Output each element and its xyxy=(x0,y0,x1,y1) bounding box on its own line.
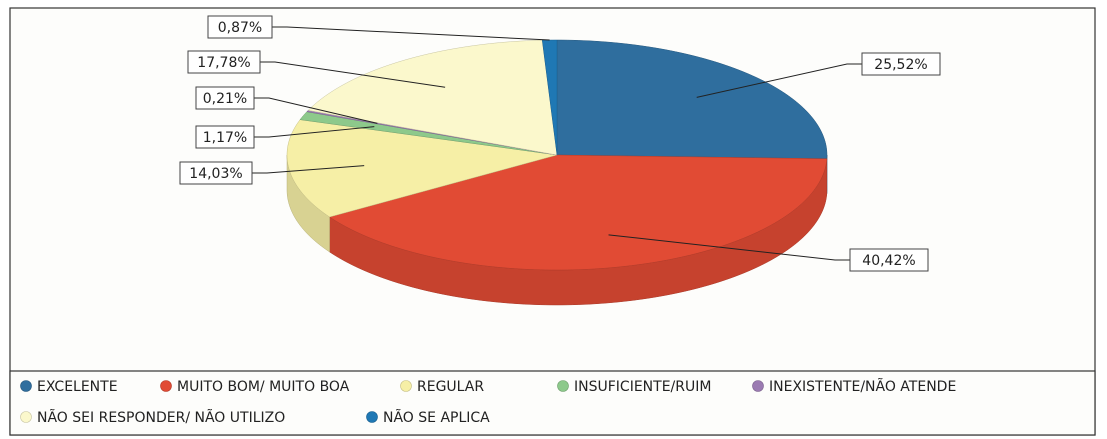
legend-label: MUITO BOM/ MUITO BOA xyxy=(177,379,350,395)
legend-marker xyxy=(366,411,378,423)
label-box xyxy=(187,50,261,74)
slice xyxy=(556,39,828,160)
data-label: 0,87% xyxy=(218,20,262,36)
legend-marker xyxy=(20,411,32,423)
data-label: 40,42% xyxy=(862,253,915,269)
label-box xyxy=(179,161,253,185)
label-box xyxy=(849,248,929,272)
leader-line xyxy=(696,63,862,98)
label-box xyxy=(195,86,255,110)
slice xyxy=(328,154,828,271)
leader-line xyxy=(254,97,378,124)
leader-line xyxy=(608,234,850,261)
legend-label: EXCELENTE xyxy=(37,379,118,395)
legend-marker xyxy=(752,380,764,392)
label-box xyxy=(195,125,255,149)
legend-label: INEXISTENTE/NÃO ATENDE xyxy=(769,378,956,395)
data-label: 14,03% xyxy=(189,166,242,182)
legend-frame xyxy=(9,370,1096,436)
legend-label: REGULAR xyxy=(417,379,484,395)
slice xyxy=(541,39,558,156)
leader-line xyxy=(252,165,365,174)
leader-line xyxy=(272,26,550,41)
leader-line xyxy=(254,126,375,138)
legend-label: NÃO SEI RESPONDER/ NÃO UTILIZO xyxy=(37,409,285,426)
legend-marker xyxy=(557,380,569,392)
slice xyxy=(307,39,558,156)
data-label: 1,17% xyxy=(203,130,247,146)
label-box xyxy=(207,15,273,39)
data-label: 17,78% xyxy=(197,55,250,71)
leader-line xyxy=(260,61,446,88)
legend-marker xyxy=(400,380,412,392)
legend-marker xyxy=(160,380,172,392)
data-label: 25,52% xyxy=(874,57,927,73)
legend-label: NÃO SE APLICA xyxy=(383,409,490,426)
label-box xyxy=(861,52,941,76)
legend-label: INSUFICIENTE/RUIM xyxy=(574,379,711,395)
data-label: 0,21% xyxy=(203,91,247,107)
legend-marker xyxy=(20,380,32,392)
